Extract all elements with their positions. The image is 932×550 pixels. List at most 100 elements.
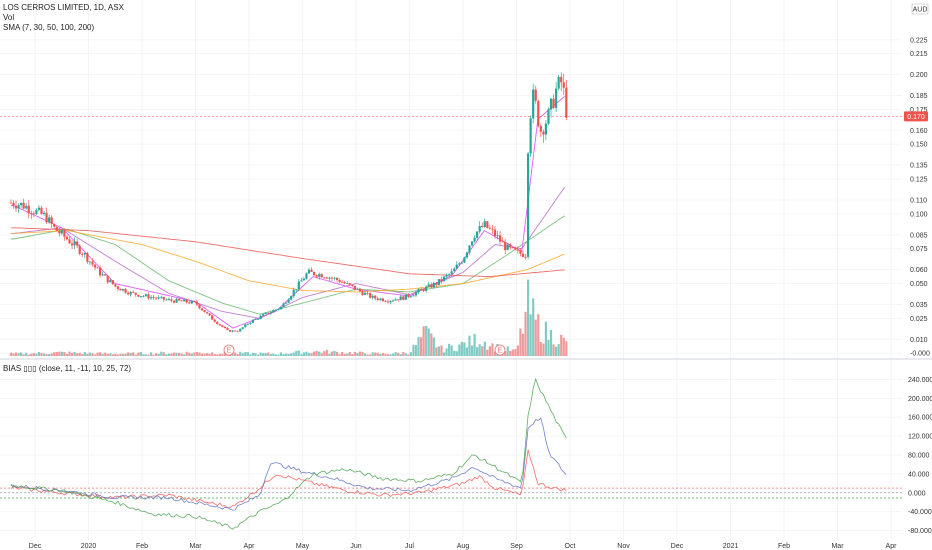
candle-body bbox=[478, 225, 481, 232]
candle-body bbox=[249, 322, 252, 324]
volume-bar bbox=[470, 345, 474, 356]
candle-body bbox=[460, 262, 463, 264]
candle-body bbox=[147, 294, 150, 299]
candle-body bbox=[129, 291, 132, 295]
volume-bar bbox=[76, 353, 79, 356]
volume-bar bbox=[32, 353, 35, 356]
time-axis[interactable]: Dec 2020 Feb Mar Apr May Jun Jul Aug Sep Oct Nov Dec… bbox=[29, 543, 897, 550]
candle-body bbox=[562, 82, 565, 88]
volume-bar bbox=[205, 353, 209, 356]
candle-body bbox=[287, 299, 290, 303]
volume-bar bbox=[104, 352, 107, 356]
volume-bar bbox=[139, 352, 142, 356]
volume-bar bbox=[343, 353, 346, 356]
candle-body bbox=[30, 213, 33, 214]
candle-body bbox=[284, 302, 288, 304]
candle-body bbox=[381, 298, 384, 302]
volume-bar bbox=[402, 352, 405, 356]
volume-bar bbox=[341, 351, 344, 356]
price-tick-label: 0.225 bbox=[910, 37, 928, 44]
volume-bar bbox=[333, 350, 336, 356]
event-marker-label: E bbox=[498, 348, 503, 355]
volume-bar bbox=[200, 353, 204, 356]
volume-bar bbox=[264, 353, 267, 356]
bias-tick-label: 240.000 bbox=[908, 377, 932, 384]
bias-axis[interactable]: 240.000 200.000 160.000 120.000 80.000 40.000… bbox=[908, 377, 932, 535]
candle-body bbox=[152, 297, 155, 298]
candle-body bbox=[323, 277, 326, 279]
volume-bar bbox=[483, 341, 486, 356]
candle-body bbox=[246, 323, 249, 325]
volume-bar bbox=[17, 353, 20, 356]
price-tick-label: 0.060 bbox=[910, 267, 928, 274]
candle-body bbox=[65, 236, 69, 240]
time-tick-label: Oct bbox=[565, 543, 576, 550]
price-axis[interactable]: 0.225 0.215 0.200 0.185 0.175 0.160 0.150 0.135… bbox=[910, 37, 930, 357]
volume-bar bbox=[328, 353, 331, 356]
candle-body bbox=[386, 301, 390, 303]
candle-body bbox=[98, 267, 102, 276]
candle-body bbox=[521, 253, 525, 257]
candle-body bbox=[315, 275, 318, 277]
candle-body bbox=[463, 257, 466, 263]
candle-body bbox=[177, 298, 181, 301]
volume-bar bbox=[116, 354, 120, 356]
volume-bar bbox=[435, 347, 438, 356]
candle-body bbox=[470, 241, 474, 246]
candle-body bbox=[70, 243, 74, 246]
candle-body bbox=[333, 277, 336, 279]
candle-body bbox=[369, 293, 372, 298]
volume-bar bbox=[162, 352, 165, 356]
price-tick-label: 0.135 bbox=[910, 163, 928, 170]
candle-body bbox=[440, 279, 443, 282]
candle-body bbox=[343, 282, 346, 284]
volume-bar bbox=[152, 354, 155, 356]
candle-body bbox=[302, 278, 306, 281]
candle-body bbox=[109, 280, 112, 283]
time-tick-label: Apr bbox=[886, 543, 898, 550]
candle-body bbox=[193, 300, 196, 302]
volume-bar bbox=[504, 351, 507, 356]
candle-body bbox=[491, 228, 494, 230]
candle-body bbox=[137, 294, 140, 297]
volume-bar bbox=[37, 352, 41, 356]
candle-body bbox=[239, 328, 242, 332]
candle-body bbox=[476, 231, 479, 238]
candle-body bbox=[501, 241, 504, 243]
candle-body bbox=[394, 299, 397, 301]
candle-body bbox=[96, 267, 99, 269]
volume-bar bbox=[448, 343, 451, 356]
volume-bar bbox=[537, 314, 540, 356]
volume-bar bbox=[407, 354, 410, 356]
volume-bar bbox=[127, 352, 130, 356]
bias-line bbox=[10, 417, 567, 511]
candle-body bbox=[104, 274, 107, 276]
price-tick-label: 0.075 bbox=[910, 246, 928, 253]
volume-bar bbox=[404, 353, 407, 356]
volume-bar bbox=[363, 353, 367, 356]
candle-body bbox=[91, 261, 94, 265]
volume-bar bbox=[147, 354, 150, 356]
volume-bar bbox=[234, 352, 237, 356]
volume-bar bbox=[521, 333, 525, 356]
event-marker[interactable]: E bbox=[494, 344, 506, 356]
volume-bar bbox=[325, 350, 328, 356]
volume-bar bbox=[132, 352, 135, 356]
candle-body bbox=[185, 299, 188, 303]
candle-body bbox=[165, 299, 168, 301]
sma-line-sma200 bbox=[10, 227, 565, 278]
bias-lines bbox=[10, 377, 567, 530]
candle-body bbox=[358, 288, 362, 292]
volume-bar bbox=[60, 351, 63, 356]
candle-body bbox=[251, 319, 255, 323]
volume-bar bbox=[295, 350, 298, 356]
event-marker[interactable]: E bbox=[223, 344, 235, 356]
candles[interactable] bbox=[9, 72, 568, 333]
volume-bar bbox=[493, 351, 497, 356]
volume-bar bbox=[93, 354, 97, 356]
volume-bar bbox=[239, 351, 242, 356]
currency-badge[interactable]: AUD bbox=[911, 3, 929, 15]
last-price-tag: 0.170 bbox=[904, 111, 928, 122]
